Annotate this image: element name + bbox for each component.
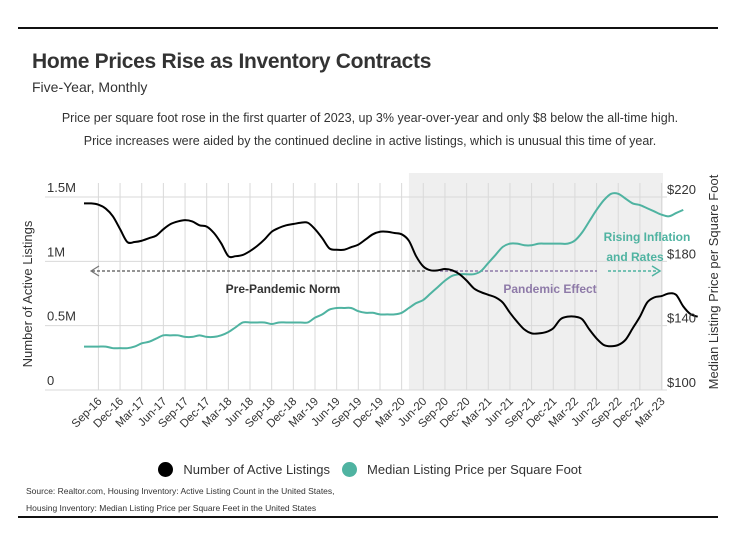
legend-swatch-price (342, 462, 358, 477)
legend-swatch-listings (158, 462, 174, 477)
description-line-2: Price increases were aided by the contin… (83, 134, 657, 148)
source-line-1: Source: Realtor.com, Housing Inventory: … (26, 486, 335, 496)
y-left-axis-title: Number of Active Listings (20, 220, 35, 367)
legend-label-listings: Number of Active Listings (183, 462, 331, 477)
arrow-left-icon (89, 265, 100, 277)
series-line-active-listings (83, 202, 699, 348)
y-left-tick-label: 1M (47, 244, 65, 259)
description-line-1: Price per square foot rose in the first … (61, 111, 679, 125)
pre-pandemic-label: Pre-Pandemic Norm (226, 282, 341, 296)
y-right-tick-label: $220 (667, 182, 696, 197)
y-right-tick-label: $100 (667, 375, 696, 390)
y-right-tick-label: $180 (667, 246, 696, 261)
pandemic-effect-label: Pandemic Effect (503, 282, 596, 296)
chart-subtitle: Five-Year, Monthly (32, 79, 148, 95)
legend-item-listings: Number of Active Listings (158, 462, 330, 477)
series-line-price-per-sqft (84, 192, 684, 350)
pandemic-shaded-region (408, 173, 663, 390)
y-left-tick-label: 1.5M (47, 180, 76, 195)
y-left-tick-label: 0 (47, 373, 54, 388)
legend: Number of Active Listings Median Listing… (0, 462, 740, 477)
legend-item-price: Median Listing Price per Square Foot (342, 462, 582, 477)
y-left-tick-label: 0.5M (47, 309, 76, 324)
top-rule (18, 27, 718, 29)
y-right-tick-label: $140 (667, 311, 696, 326)
rising-inflation-label-line1: Rising Inflation (604, 230, 691, 244)
legend-label-price: Median Listing Price per Square Foot (367, 462, 582, 477)
arrow-right-icon (651, 265, 662, 277)
y-right-axis-title: Median Listing Price per Square Foot (706, 174, 721, 389)
bottom-rule (18, 516, 718, 518)
chart-title: Home Prices Rise as Inventory Contracts (32, 50, 432, 73)
source-line-2: Housing Inventory: Median Listing Price … (26, 503, 317, 513)
rising-inflation-label-line2: and Rates (606, 250, 664, 264)
